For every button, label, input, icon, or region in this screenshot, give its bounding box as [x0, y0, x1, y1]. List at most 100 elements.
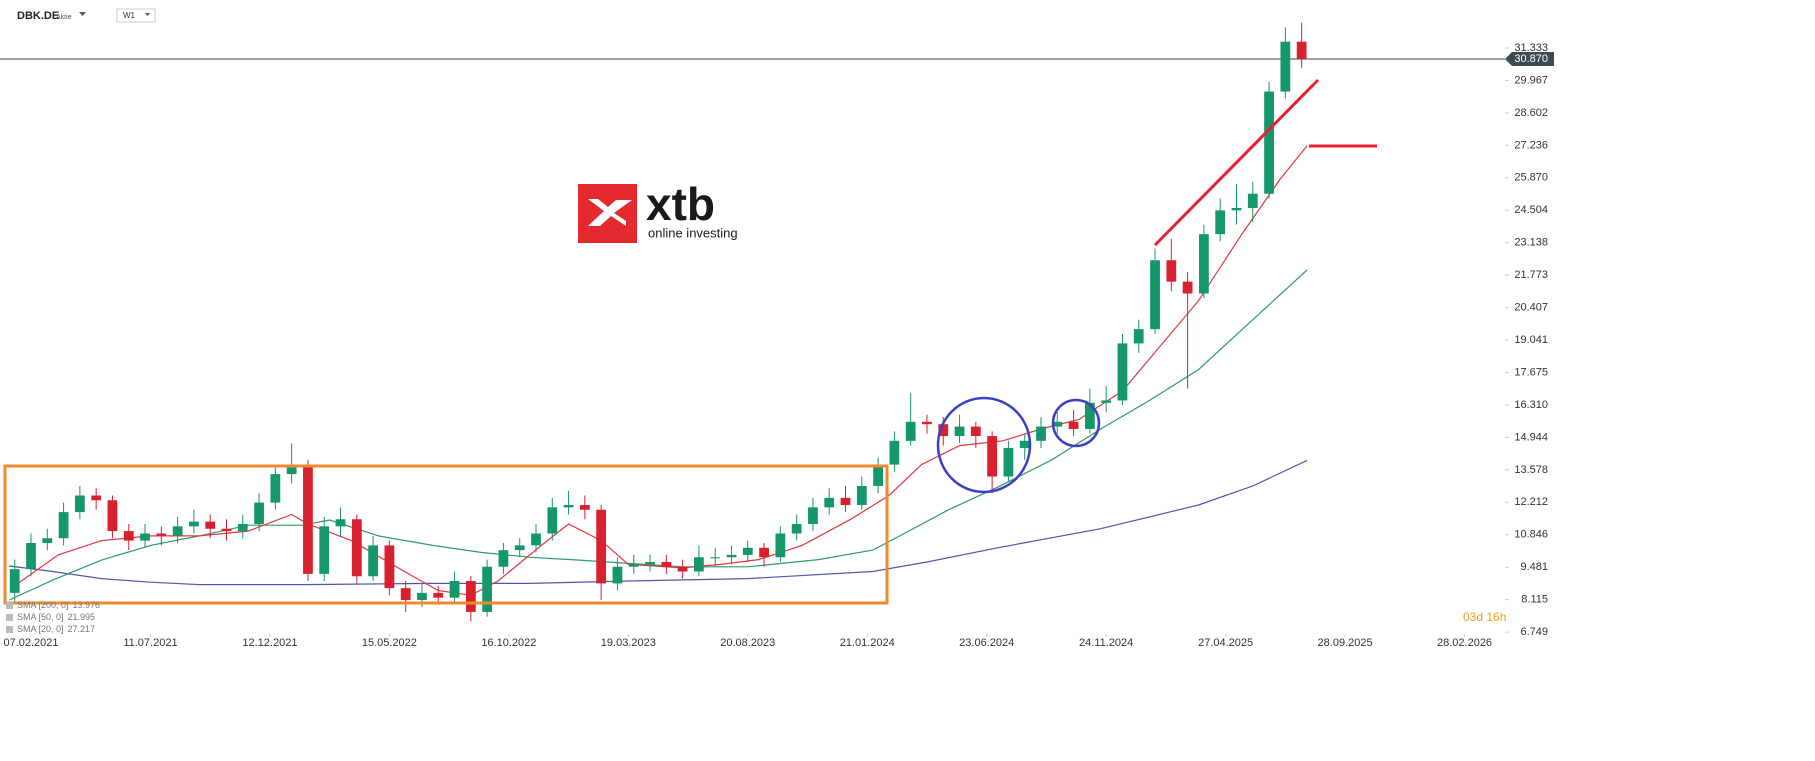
interval-dropdown[interactable] [145, 13, 150, 16]
candle-body [954, 426, 965, 437]
candle-body [1264, 91, 1274, 194]
candle-body [938, 424, 949, 437]
y-tick-label: 9.481 [1520, 561, 1548, 573]
x-tick-label: 20.08.2023 [720, 637, 775, 649]
symbol-dropdown[interactable] [79, 12, 86, 16]
candle-body [824, 497, 835, 508]
candle-body [1215, 210, 1226, 235]
legend-name: SMA [200, 0] [17, 600, 69, 610]
candle-body [482, 566, 493, 612]
candle-body [628, 564, 639, 567]
y-tick-label: 28.602 [1514, 107, 1548, 119]
legend-value: 21.995 [68, 612, 96, 622]
candle-body [123, 531, 134, 541]
x-tick-label: 27.04.2025 [1198, 637, 1253, 649]
candle-body [465, 581, 476, 612]
candle-body [726, 554, 737, 558]
candle-body [987, 436, 998, 477]
x-tick-label: 23.06.2024 [959, 637, 1014, 649]
candle-body [1019, 440, 1030, 448]
candle-body [237, 523, 248, 532]
symbol[interactable]: DBK.DE [17, 10, 59, 22]
candle-body [156, 533, 167, 536]
candle-body [694, 557, 704, 572]
data-layer [9, 22, 1308, 622]
highlight-circle [1051, 398, 1101, 448]
trend-line [1153, 78, 1320, 247]
legend-entry: SMA [20, 0] 27.217 [17, 624, 95, 634]
candle-body [1052, 421, 1063, 427]
candle-body [840, 497, 851, 505]
highlight-circle [936, 396, 1032, 494]
y-tick-label: 13.578 [1514, 464, 1548, 476]
candle-body [1231, 207, 1242, 211]
candle-body [107, 500, 118, 532]
y-tick-label: 29.967 [1514, 74, 1548, 86]
price-tag [1505, 52, 1554, 67]
y-tick-label: 12.212 [1514, 496, 1548, 508]
candle-body [433, 592, 444, 598]
y-tick-label: 16.310 [1514, 399, 1548, 411]
candle-body [531, 533, 541, 546]
candle-body [368, 545, 378, 577]
y-tick-label: 21.773 [1514, 269, 1548, 281]
candle-body [759, 547, 769, 558]
y-tick-label: 27.236 [1514, 139, 1548, 151]
candle-body [1117, 343, 1128, 401]
interval[interactable]: W1 [123, 11, 136, 20]
candle-body [417, 592, 427, 601]
candle-body [710, 557, 721, 559]
x-tick-label: 11.07.2021 [123, 637, 177, 649]
candle-body [270, 474, 281, 503]
y-tick-label: 10.846 [1514, 529, 1548, 541]
legend-icon [6, 626, 13, 633]
legend-name: SMA [50, 0] [17, 612, 64, 622]
candle-body [91, 495, 102, 501]
logo-x [588, 199, 632, 226]
x-tick-label: 12.12.2021 [242, 637, 297, 649]
candle-body [563, 504, 574, 508]
candle-body [775, 533, 786, 558]
candle-body [645, 562, 655, 565]
x-tick-label: 07.02.2021 [3, 637, 58, 649]
candle-body [856, 485, 867, 505]
candle-body [791, 523, 802, 534]
y-tick-label: 6.749 [1520, 626, 1548, 638]
candle-body [400, 588, 411, 601]
candle-body [172, 526, 183, 536]
candle-body [140, 533, 150, 541]
candle-body [42, 538, 53, 544]
x-tick-label: 19.03.2023 [601, 637, 656, 649]
legend-entry: SMA [200, 0] 13.976 [17, 600, 100, 610]
sma-line [14, 145, 1308, 596]
x-tick-label: 24.11.2024 [1079, 637, 1133, 649]
legend-value: 27.217 [68, 624, 96, 634]
price-tag-label: 30.870 [1514, 53, 1548, 65]
background [0, 0, 1815, 661]
legend-value: 13.976 [73, 600, 101, 610]
candle-body [9, 569, 20, 593]
y-tick-label: 25.870 [1514, 172, 1548, 184]
candle-body [579, 504, 590, 510]
x-tick-label: 16.10.2022 [481, 637, 536, 649]
candle-body [1247, 193, 1258, 208]
candle-body [286, 464, 297, 475]
interval-select[interactable] [116, 8, 156, 23]
legend-name: SMA [20, 0] [17, 624, 64, 634]
label-layer: 6.749 8.115 9.481 10.846 12.212 13.578 14.944 1… [3, 42, 1554, 649]
chart: DBK.DE Aktie W1 xtb online investing 03d… [0, 0, 1815, 661]
candle-body [189, 521, 199, 527]
candle-body [1068, 421, 1079, 429]
candle-body [1101, 400, 1112, 403]
candle-body [808, 507, 818, 524]
candle-body [1199, 234, 1209, 294]
candle-body [873, 464, 883, 486]
candle-body [1166, 260, 1177, 282]
instrument-type: Aktie [56, 14, 72, 21]
candle-body [596, 509, 607, 584]
candle-body [1296, 41, 1307, 60]
y-tick-label: 19.041 [1514, 334, 1548, 346]
range-box [3, 464, 889, 605]
candle-body [58, 512, 69, 539]
y-tick-label: 8.115 [1521, 594, 1548, 606]
